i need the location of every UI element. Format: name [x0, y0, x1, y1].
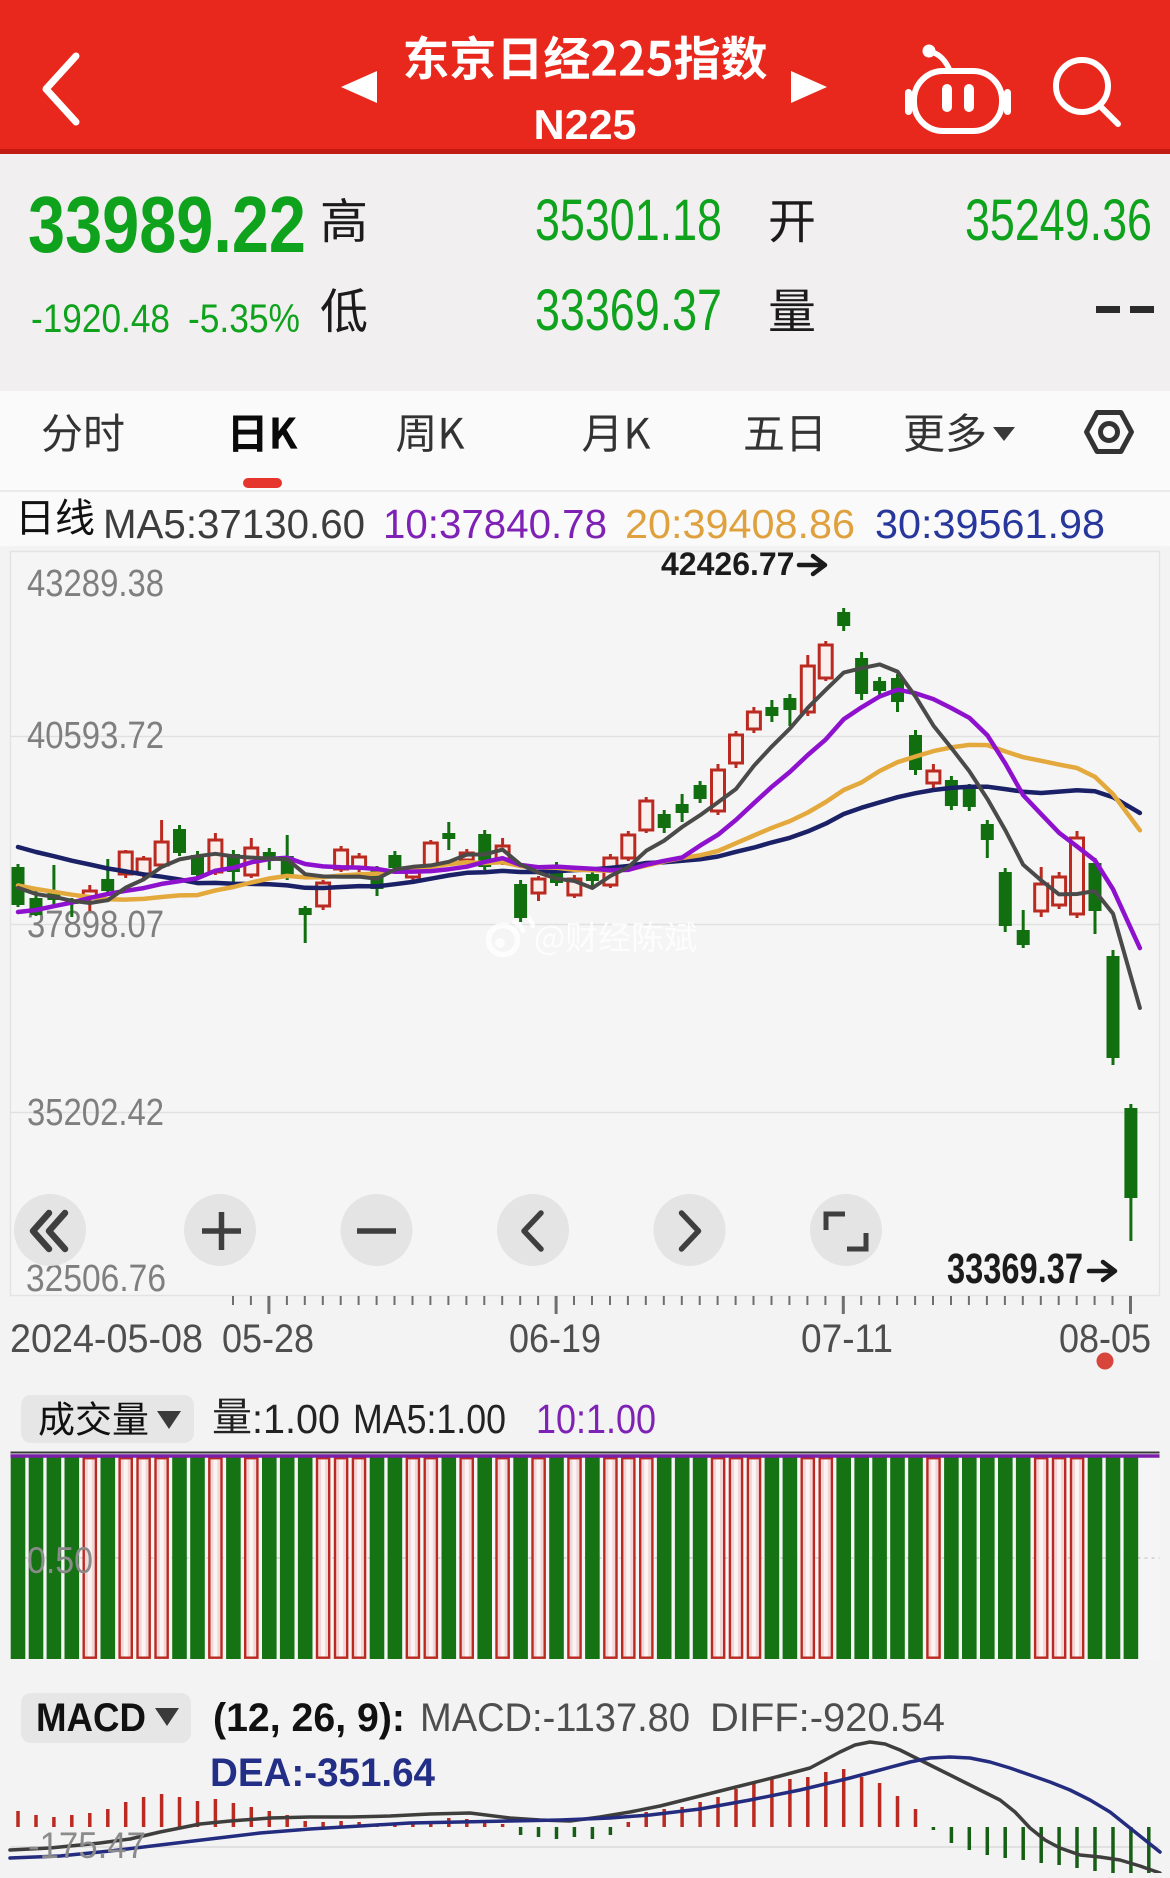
svg-text:40593.72: 40593.72	[27, 715, 164, 757]
svg-text:(12, 26, 9):: (12, 26, 9):	[213, 1696, 405, 1740]
svg-text:0.50: 0.50	[27, 1540, 93, 1581]
svg-text:DEA:-351.64: DEA:-351.64	[210, 1751, 436, 1795]
svg-text:37898.07: 37898.07	[27, 904, 164, 946]
svg-text:35301.18: 35301.18	[535, 188, 722, 253]
svg-text:MACD: MACD	[36, 1696, 146, 1740]
svg-text:-1920.48: -1920.48	[31, 297, 170, 341]
svg-text:10:1.00: 10:1.00	[536, 1396, 656, 1442]
svg-text:35202.42: 35202.42	[27, 1092, 164, 1134]
svg-text:10:37840.78: 10:37840.78	[383, 501, 607, 547]
svg-text:06-19: 06-19	[509, 1317, 601, 1361]
svg-text:05-28: 05-28	[222, 1317, 314, 1361]
svg-text:MACD:-1137.80: MACD:-1137.80	[420, 1696, 690, 1740]
svg-text:DIFF:-920.54: DIFF:-920.54	[710, 1696, 945, 1740]
svg-text:33369.37: 33369.37	[535, 278, 722, 343]
svg-text:MA5:1.00: MA5:1.00	[353, 1396, 506, 1442]
svg-text:43289.38: 43289.38	[27, 563, 164, 605]
svg-text:N225: N225	[534, 101, 637, 148]
svg-text:20:39408.86: 20:39408.86	[625, 501, 855, 547]
svg-text:35249.36: 35249.36	[965, 188, 1152, 253]
svg-text::1.00: :1.00	[252, 1396, 340, 1442]
svg-text:07-11: 07-11	[801, 1317, 893, 1361]
svg-text:33369.37: 33369.37	[947, 1245, 1083, 1293]
svg-text:2024-05-08: 2024-05-08	[10, 1317, 203, 1361]
svg-text:42426.77: 42426.77	[661, 546, 794, 582]
svg-text:-5.35%: -5.35%	[188, 297, 300, 341]
svg-text:33989.22: 33989.22	[28, 180, 306, 269]
svg-text:MA5:37130.60: MA5:37130.60	[103, 501, 365, 547]
svg-text:30:39561.98: 30:39561.98	[875, 501, 1105, 547]
svg-text:-175.47: -175.47	[28, 1825, 146, 1866]
